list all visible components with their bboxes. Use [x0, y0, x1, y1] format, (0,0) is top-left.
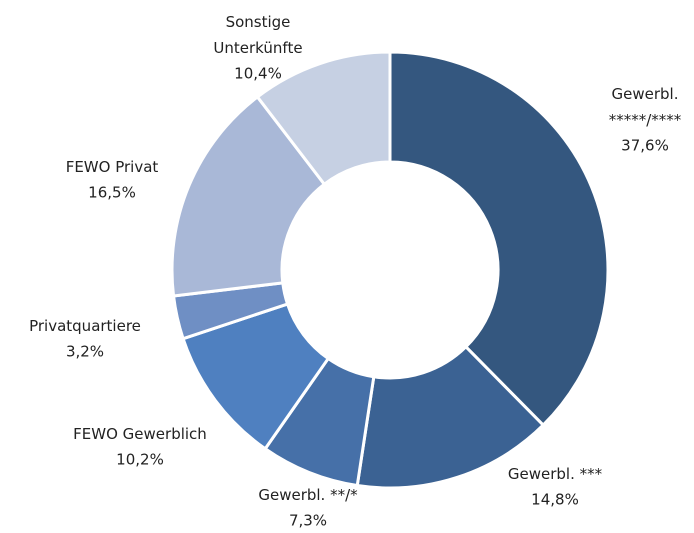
slice-label: Sonstige Unterkünfte	[213, 13, 302, 57]
slice-value-label: 3,2%	[66, 343, 104, 361]
slice-label: Gewerbl. ***	[508, 465, 603, 483]
donut-slice	[255, 50, 392, 187]
slice-value-label: 7,3%	[289, 512, 327, 530]
slice-label: FEWO Privat	[66, 158, 159, 176]
slice-value-label: 14,8%	[531, 491, 579, 509]
label-line: FEWO Privat	[66, 158, 159, 176]
slice-label: Gewerbl. **/*	[258, 486, 358, 504]
label-line: Gewerbl. **/*	[258, 486, 358, 504]
donut-slice	[170, 94, 327, 298]
slice-label: FEWO Gewerblich	[73, 425, 207, 443]
donut-slice	[388, 50, 610, 428]
label-line: Gewerbl. ***	[508, 465, 603, 483]
label-line: *****/****	[609, 111, 682, 129]
label-line: Sonstige	[226, 13, 291, 31]
label-line: Gewerbl.	[612, 85, 679, 103]
slice-value-label: 16,5%	[88, 184, 136, 202]
slice-label: Gewerbl. *****/****	[609, 85, 682, 129]
slice-value-label: 10,2%	[116, 451, 164, 469]
slice-label: Privatquartiere	[29, 317, 141, 335]
donut-slice	[355, 344, 546, 490]
label-line: FEWO Gewerblich	[73, 425, 207, 443]
slice-value-label: 10,4%	[234, 65, 282, 83]
label-line: Privatquartiere	[29, 317, 141, 335]
slice-value-label: 37,6%	[621, 137, 669, 155]
label-line: Unterkünfte	[213, 39, 302, 57]
